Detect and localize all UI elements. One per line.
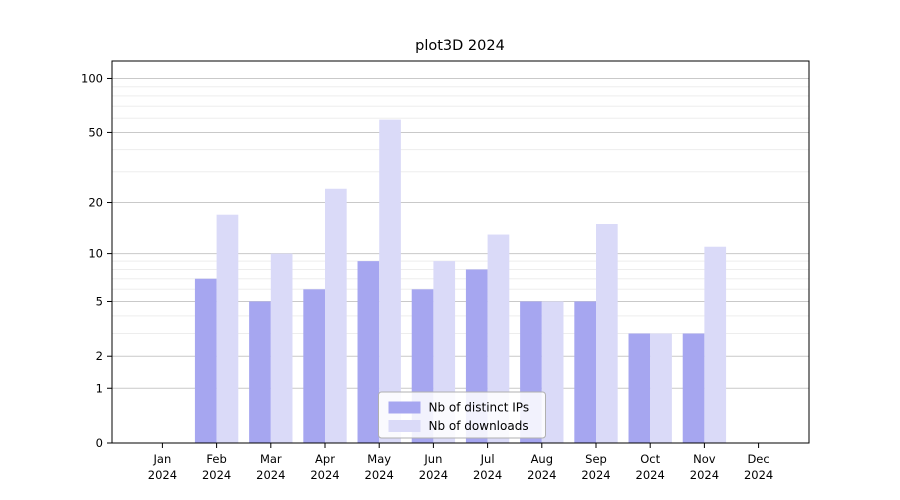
y-tick-label: 100 [81, 71, 103, 85]
x-tick-label-year: 2024 [527, 468, 556, 482]
bar-nb-of-downloads [541, 301, 564, 443]
x-tick-label-month: Sep [585, 452, 607, 466]
x-tick-label-month: Jul [480, 452, 495, 466]
legend-label: Nb of distinct IPs [429, 401, 530, 415]
x-tick-label-year: 2024 [636, 468, 665, 482]
plot-border [111, 60, 810, 444]
chart-title: plot3D 2024 [415, 38, 505, 54]
x-tick-label-month: Jun [423, 452, 442, 466]
x-tick-label-year: 2024 [365, 468, 394, 482]
x-tick-label-year: 2024 [256, 468, 285, 482]
bar-nb-of-downloads [216, 214, 239, 443]
x-tick-label-year: 2024 [310, 468, 339, 482]
legend-label: Nb of downloads [429, 419, 529, 433]
x-tick-label-month: Mar [260, 452, 282, 466]
x-tick-label-year: 2024 [419, 468, 448, 482]
y-tick-label: 20 [88, 196, 103, 210]
x-tick-label-month: Dec [747, 452, 769, 466]
x-tick-label-month: Feb [206, 452, 226, 466]
bar-nb-of-downloads [379, 119, 401, 444]
legend-swatch [388, 401, 421, 414]
y-tick-label: 1 [96, 381, 103, 395]
y-tick-label: 5 [96, 294, 103, 308]
legend: Nb of distinct IPs Nb of downloads [378, 391, 546, 439]
y-tick-label: 0 [96, 436, 103, 450]
x-tick-label-month: Oct [640, 452, 660, 466]
x-tick-label-month: Nov [693, 452, 716, 466]
bar-nb-of-downloads [704, 246, 727, 443]
x-tick-label-year: 2024 [581, 468, 610, 482]
bar-nb-of-distinct-ips [303, 289, 326, 443]
bar-nb-of-distinct-ips [574, 301, 596, 443]
x-tick-label-month: May [367, 452, 391, 466]
bar-nb-of-distinct-ips [682, 333, 705, 443]
y-tick-label: 2 [96, 349, 103, 363]
bar-nb-of-distinct-ips [357, 261, 380, 443]
y-tick-label: 50 [88, 125, 103, 139]
tick-labels: 0 1 2 5 10 20 50 100 Jan 2024 Feb 2024 Mar 2024 Apr 202… [81, 71, 773, 482]
bar-nb-of-downloads [325, 188, 347, 443]
bar-nb-of-downloads [270, 253, 293, 443]
x-tick-label-year: 2024 [690, 468, 719, 482]
bar-nb-of-distinct-ips [628, 333, 651, 443]
x-tick-label-year: 2024 [473, 468, 502, 482]
bar-nb-of-downloads [487, 234, 510, 443]
y-tick-label: 10 [88, 247, 103, 261]
bar-nb-of-downloads [595, 224, 618, 443]
x-tick-label-year: 2024 [148, 468, 177, 482]
x-tick-label-month: Jan [153, 452, 172, 466]
x-tick-label-month: Apr [315, 452, 335, 466]
bar-nb-of-distinct-ips [194, 278, 217, 443]
axes [111, 60, 810, 444]
x-tick-label-month: Aug [531, 452, 553, 466]
legend-swatch [388, 420, 421, 432]
bar-nb-of-distinct-ips [249, 301, 271, 443]
x-tick-label-year: 2024 [202, 468, 231, 482]
x-tick-label-year: 2024 [744, 468, 773, 482]
bar-nb-of-downloads [650, 333, 672, 443]
